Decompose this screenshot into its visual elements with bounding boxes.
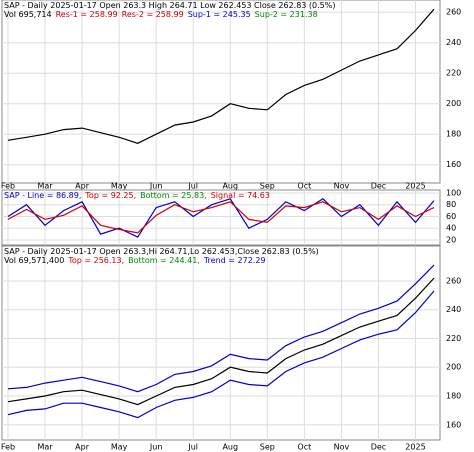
- header-segment: SAP - Daily 2025-01-17 Open 263.3 High 2…: [4, 1, 336, 10]
- series-line: [7, 264, 435, 393]
- x-tick-label: Sep: [260, 182, 275, 191]
- x-tick-label: Dec: [371, 443, 386, 452]
- x-tick-label: Apr: [75, 182, 90, 191]
- x-tick-label: Nov: [334, 443, 350, 452]
- series-line: [7, 8, 435, 144]
- panel-frame: [1, 0, 441, 184]
- y-tick-label: 260: [446, 8, 461, 17]
- header-text: SAP - Line = 86.89, Top = 92.25, Bottom = …: [4, 191, 270, 200]
- y-tick-label: 100: [446, 188, 461, 197]
- y-tick-label: 60: [446, 212, 456, 221]
- x-tick-label: Sep: [260, 443, 275, 452]
- x-tick-label: Dec: [371, 182, 386, 191]
- y-tick-label: 220: [446, 69, 461, 78]
- y-tick-label: 20: [446, 236, 456, 245]
- x-tick-label: Aug: [222, 443, 238, 452]
- header-segment: Vol 69,571,400: [4, 256, 64, 265]
- x-tick-label: Mar: [37, 182, 53, 191]
- y-tick-label: 180: [446, 391, 461, 400]
- y-tick-label: 220: [446, 334, 461, 343]
- header-segment: SAP - Daily 2025-01-17 Open 263.3,Hi 264…: [4, 247, 319, 256]
- x-tick-label: Feb: [1, 182, 15, 191]
- header-segment: Top = 256.13,: [67, 256, 124, 265]
- header-segment: Sup-1 = 245.35: [188, 10, 251, 19]
- header-segment: Signal = 74.63: [211, 191, 270, 200]
- y-tick-label: 40: [446, 224, 456, 233]
- panel-frame: [1, 245, 441, 441]
- header-segment: Top = 92.25,: [84, 191, 136, 200]
- x-tick-label: Oct: [297, 182, 311, 191]
- header-segment: Res-2 = 258.99: [122, 10, 184, 19]
- series-line: [7, 201, 435, 234]
- x-tick-label: Jul: [187, 182, 198, 191]
- x-tick-label: Nov: [334, 182, 350, 191]
- header-text: Vol 69,571,400 Top = 256.13, Bottom = 244.…: [4, 256, 266, 265]
- y-tick-label: 180: [446, 130, 461, 139]
- y-tick-label: 80: [446, 200, 456, 209]
- x-tick-label: Apr: [75, 443, 90, 452]
- y-tick-label: 160: [446, 160, 461, 169]
- header-segment: Bottom = 244.41,: [128, 256, 200, 265]
- y-tick-label: 160: [446, 420, 461, 429]
- x-tick-label: Jun: [149, 182, 163, 191]
- header-text: SAP - Daily 2025-01-17 Open 263.3,Hi 264…: [4, 247, 319, 256]
- x-tick-label: 2025: [405, 443, 425, 452]
- x-tick-label: Mar: [37, 443, 53, 452]
- x-tick-label: May: [111, 443, 128, 452]
- header-segment: Vol 695,714: [4, 10, 52, 19]
- x-tick-label: Jul: [187, 443, 198, 452]
- x-tick-label: May: [111, 182, 128, 191]
- y-tick-label: 200: [446, 363, 461, 372]
- x-tick-label: Jun: [149, 443, 163, 452]
- series-line: [7, 277, 435, 406]
- x-tick-label: Feb: [1, 443, 15, 452]
- header-text: Vol 695,714 Res-1 = 258.99 Res-2 = 258.99 S…: [4, 10, 318, 19]
- y-tick-label: 240: [446, 38, 461, 47]
- header-segment: Sup-2 = 231.38: [255, 10, 318, 19]
- header-segment: SAP - Line = 86.89,: [4, 191, 81, 200]
- header-segment: Trend = 272.29: [203, 256, 266, 265]
- y-tick-label: 240: [446, 305, 461, 314]
- y-tick-label: 200: [446, 99, 461, 108]
- header-segment: Bottom = 25.83,: [140, 191, 207, 200]
- panel-frame: [1, 189, 441, 246]
- series-line: [7, 198, 435, 238]
- x-tick-label: 2025: [405, 182, 425, 191]
- x-tick-label: Oct: [297, 443, 311, 452]
- header-text: SAP - Daily 2025-01-17 Open 263.3 High 2…: [4, 1, 336, 10]
- header-segment: Res-1 = 258.99: [56, 10, 118, 19]
- series-line: [7, 290, 435, 419]
- y-tick-label: 260: [446, 276, 461, 285]
- x-tick-label: Aug: [222, 182, 238, 191]
